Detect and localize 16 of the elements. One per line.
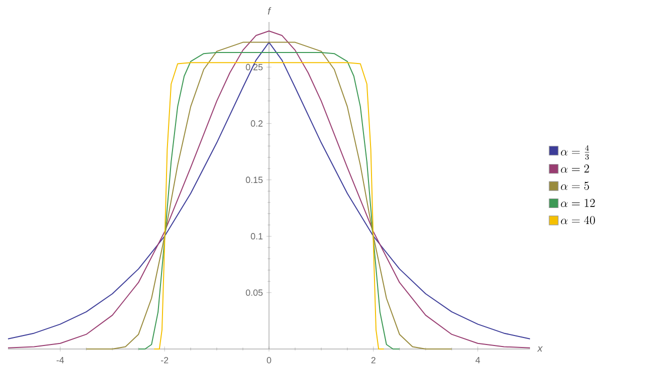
x-tick-label: -2 (161, 357, 168, 364)
legend-label: $\alpha = 5$ (560, 182, 589, 190)
legend-label: $\alpha = 2$ (560, 164, 589, 173)
x-tick-label: 0 (266, 357, 272, 364)
legend-label: $\alpha = \frac{4}{3}$ (560, 145, 590, 160)
y-tick-label: 0.1 (250, 233, 263, 240)
y-tick-label: 0.05 (246, 289, 263, 296)
legend-label: $\alpha = 12$ (560, 198, 595, 207)
y-tick-label: 0.15 (246, 176, 263, 184)
x-tick-label: 2 (371, 357, 376, 364)
x-axis-title: x (537, 346, 543, 352)
x-tick-label: -4 (56, 357, 64, 364)
y-axis-title: f (268, 7, 272, 14)
legend-label: $\alpha = 40$ (560, 216, 595, 224)
x-tick-label: 4 (476, 357, 480, 364)
y-tick-label: 0.2 (250, 120, 263, 127)
